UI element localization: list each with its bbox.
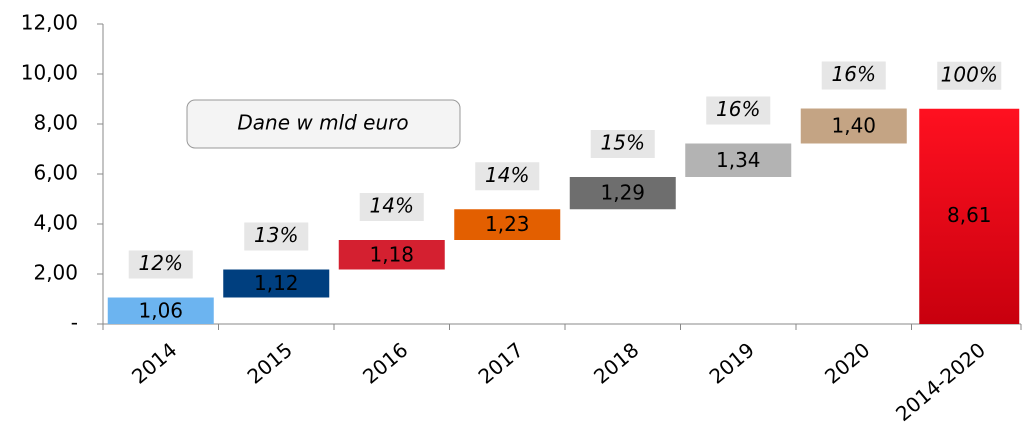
- bar: [107, 297, 214, 324]
- value-label: 8,61: [947, 203, 992, 227]
- share-label: 15%: [601, 131, 645, 155]
- share-label: 100%: [941, 62, 998, 86]
- bar: [919, 108, 1020, 324]
- value-label: 1,29: [600, 181, 645, 205]
- bar: [223, 269, 330, 298]
- y-tick-label: 4,00: [33, 211, 78, 235]
- share-label: 12%: [139, 251, 183, 275]
- x-tick-label: 2014-2020: [891, 338, 990, 426]
- share-label: 14%: [370, 194, 414, 218]
- x-tick-label: 2019: [705, 338, 759, 389]
- share-label: 13%: [254, 223, 298, 247]
- y-tick-label: 8,00: [33, 111, 78, 135]
- share-box: [821, 61, 886, 90]
- share-box: [706, 96, 771, 125]
- y-tick-label: 2,00: [33, 261, 78, 285]
- value-label: 1,12: [254, 271, 299, 295]
- y-tick-label: 12,00: [21, 11, 78, 35]
- value-label: 1,06: [138, 298, 183, 322]
- share-box: [359, 193, 424, 221]
- annotation: Dane w mld euro: [237, 111, 408, 135]
- share-box: [937, 61, 1002, 90]
- annotation-box: [186, 99, 461, 149]
- bar: [338, 240, 445, 270]
- share-box: [475, 162, 540, 191]
- share-box: [244, 222, 309, 251]
- share-label: 14%: [485, 163, 529, 187]
- y-tick-label: 10,00: [21, 61, 78, 85]
- x-tick-label: 2014: [127, 338, 181, 389]
- share-box: [590, 130, 655, 158]
- share-label: 16%: [832, 62, 876, 86]
- y-tick-label: -: [71, 311, 78, 335]
- x-tick-label: 2016: [358, 338, 412, 389]
- y-tick-label: 6,00: [33, 161, 78, 185]
- bar: [800, 108, 907, 144]
- share-box: [128, 250, 193, 279]
- value-label: 1,40: [831, 114, 876, 138]
- x-tick-label: 2020: [820, 338, 874, 389]
- bar: [569, 177, 676, 210]
- x-tick-label: 2017: [474, 338, 528, 389]
- value-label: 1,34: [716, 148, 761, 172]
- value-label: 1,23: [485, 212, 530, 236]
- bar: [454, 209, 561, 240]
- x-tick-label: 2018: [589, 338, 643, 389]
- share-label: 16%: [716, 97, 760, 121]
- value-label: 1,18: [369, 242, 414, 266]
- x-tick-label: 2015: [243, 338, 297, 389]
- bar: [685, 143, 792, 177]
